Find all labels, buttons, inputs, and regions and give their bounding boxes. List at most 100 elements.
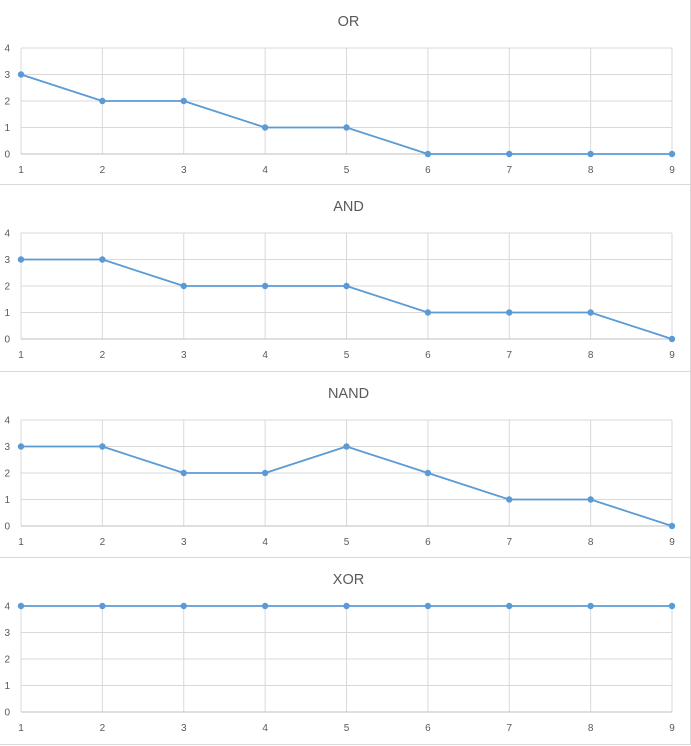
x-tick-label: 4: [262, 350, 268, 361]
data-point: [506, 602, 513, 610]
x-tick-label: 9: [669, 723, 675, 734]
x-tick-label: 7: [506, 165, 512, 176]
y-tick-label: 4: [4, 416, 10, 427]
y-tick-label: 0: [4, 522, 10, 533]
data-point: [180, 602, 187, 610]
data-point: [261, 282, 269, 290]
y-tick-label: 1: [4, 681, 10, 692]
x-tick-label: 9: [669, 165, 675, 176]
x-tick-label: 3: [181, 723, 187, 734]
x-tick-label: 8: [588, 723, 594, 734]
data-point: [99, 97, 106, 105]
x-tick-label: 9: [669, 537, 675, 548]
y-tick-label: 1: [4, 308, 10, 319]
data-point: [506, 496, 513, 503]
chart-panel-nand: NAND 0 1 2 3 4 1 2 3 4 5 6 7 8 9: [0, 372, 691, 558]
data-point: [343, 282, 350, 290]
data-point: [99, 602, 106, 610]
chart-title: AND: [333, 199, 364, 215]
data-point: [180, 282, 187, 290]
data-point: [424, 309, 432, 316]
x-tick-label: 7: [506, 723, 512, 734]
y-tick-label: 0: [4, 708, 10, 719]
y-tick-label: 2: [4, 655, 10, 666]
y-tick-label: 3: [4, 255, 10, 266]
data-point: [506, 150, 513, 158]
y-tick-label: 2: [4, 97, 10, 108]
x-tick-label: 2: [100, 165, 106, 176]
data-point: [343, 124, 350, 131]
y-tick-label: 4: [4, 602, 10, 613]
x-tick-label: 4: [262, 537, 268, 548]
data-point: [587, 309, 594, 316]
x-tick-label: 5: [344, 723, 350, 734]
x-tick-label: 6: [425, 165, 431, 176]
y-tick-label: 1: [4, 495, 10, 506]
y-tick-label: 2: [4, 469, 10, 480]
y-tick-label: 3: [4, 70, 10, 81]
x-tick-label: 6: [425, 537, 431, 548]
data-point: [587, 150, 594, 158]
data-point: [343, 602, 350, 610]
data-point: [180, 469, 187, 477]
data-point: [180, 97, 187, 105]
data-point: [99, 256, 106, 263]
x-tick-label: 1: [18, 723, 24, 734]
chart-title: XOR: [333, 572, 364, 588]
chart-panel-or: OR 0 1 2 3 4 1 2 3 4 5 6 7 8 9: [0, 0, 691, 185]
data-point: [99, 443, 106, 450]
x-tick-label: 4: [262, 165, 268, 176]
x-tick-label: 9: [669, 350, 675, 361]
y-tick-label: 2: [4, 282, 10, 293]
x-tick-label: 5: [344, 537, 350, 548]
y-tick-label: 4: [4, 229, 10, 240]
chart-title: OR: [338, 14, 360, 30]
x-tick-label: 2: [100, 350, 106, 361]
x-tick-label: 5: [344, 350, 350, 361]
data-point: [587, 496, 594, 503]
data-point: [17, 71, 25, 78]
x-tick-label: 2: [100, 537, 106, 548]
y-tick-label: 0: [4, 335, 10, 346]
chart-panel-and: AND 0 1 2 3 4 1 2 3 4 5 6 7 8 9: [0, 185, 691, 372]
x-tick-label: 7: [506, 537, 512, 548]
data-point: [668, 602, 676, 610]
data-point: [17, 443, 25, 450]
x-tick-label: 8: [588, 350, 594, 361]
data-point: [506, 309, 513, 316]
chart-title: NAND: [328, 386, 369, 402]
data-point: [668, 335, 676, 343]
data-point: [424, 602, 432, 610]
data-point: [424, 469, 432, 477]
x-tick-label: 3: [181, 537, 187, 548]
y-tick-label: 3: [4, 628, 10, 639]
y-tick-label: 3: [4, 442, 10, 453]
x-tick-label: 2: [100, 723, 106, 734]
x-tick-label: 1: [18, 165, 24, 176]
x-tick-label: 3: [181, 350, 187, 361]
x-tick-label: 5: [344, 165, 350, 176]
data-point: [587, 602, 594, 610]
data-point: [668, 522, 676, 530]
x-tick-label: 1: [18, 350, 24, 361]
chart-panel-xor: XOR 0 1 2 3 4 1 2 3 4 5 6 7 8 9: [0, 558, 691, 745]
x-tick-label: 4: [262, 723, 268, 734]
y-tick-label: 0: [4, 150, 10, 161]
x-tick-label: 8: [588, 537, 594, 548]
data-point: [261, 469, 269, 477]
y-tick-label: 4: [4, 44, 10, 55]
y-tick-label: 1: [4, 123, 10, 134]
x-tick-label: 6: [425, 723, 431, 734]
x-tick-label: 1: [18, 537, 24, 548]
data-point: [261, 602, 269, 610]
x-tick-label: 3: [181, 165, 187, 176]
x-tick-label: 6: [425, 350, 431, 361]
data-point: [17, 256, 25, 263]
data-point: [424, 150, 432, 158]
x-tick-label: 8: [588, 165, 594, 176]
data-point: [17, 602, 25, 610]
